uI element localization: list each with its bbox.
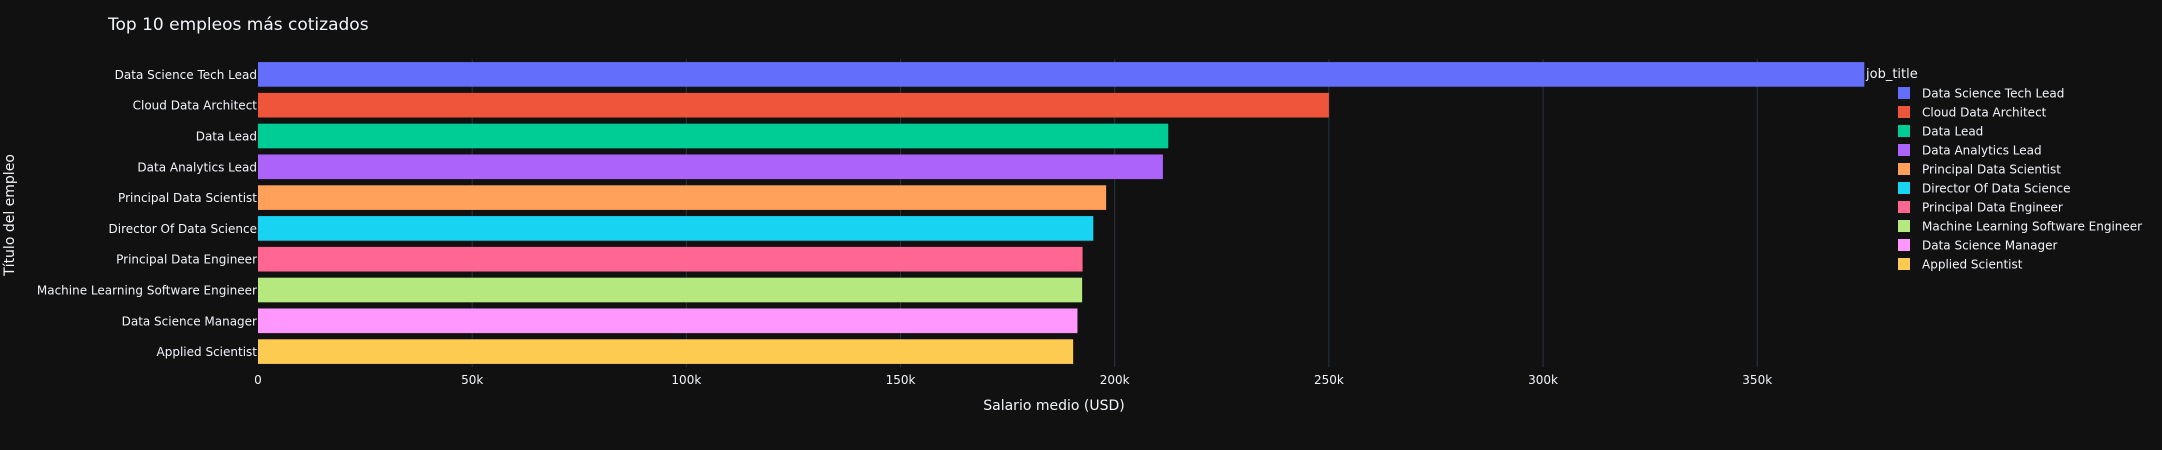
y-tick-label: Data Science Manager (122, 314, 257, 328)
x-tick-label: 100k (671, 373, 701, 387)
legend-label: Director Of Data Science (1922, 182, 2071, 196)
bar[interactable] (258, 185, 1107, 210)
x-tick-label: 200k (1100, 373, 1130, 387)
y-tick-label: Data Analytics Lead (137, 160, 257, 174)
legend-item[interactable]: Principal Data Scientist (1898, 163, 2061, 177)
legend-swatch (1898, 220, 1910, 232)
bar[interactable] (258, 277, 1083, 303)
legend-item[interactable]: Director Of Data Science (1898, 182, 2071, 196)
legend-swatch (1898, 106, 1910, 118)
legend-item[interactable]: Applied Scientist (1898, 258, 2023, 272)
legend-swatch (1898, 163, 1910, 175)
bar[interactable] (258, 246, 1083, 272)
legend-label: Principal Data Engineer (1922, 201, 2063, 215)
legend-label: Cloud Data Architect (1922, 106, 2047, 120)
legend: Data Science Tech Lead Cloud Data Archite… (1898, 87, 2142, 272)
bar[interactable] (258, 216, 1094, 241)
legend-label: Principal Data Scientist (1922, 163, 2061, 177)
y-tick-label: Data Science Tech Lead (115, 68, 257, 82)
legend-item[interactable]: Data Analytics Lead (1898, 144, 2042, 158)
legend-label: Data Science Manager (1922, 239, 2057, 253)
legend-label: Data Science Tech Lead (1922, 87, 2064, 101)
bar[interactable] (258, 123, 1169, 149)
legend-title: job_title (1865, 67, 1918, 82)
legend-item[interactable]: Cloud Data Architect (1898, 106, 2047, 120)
legend-item[interactable]: Machine Learning Software Engineer (1898, 220, 2142, 234)
legend-swatch (1898, 239, 1910, 251)
bar[interactable] (258, 92, 1329, 118)
legend-item[interactable]: Data Science Tech Lead (1898, 87, 2064, 101)
legend-swatch (1898, 87, 1910, 99)
y-tick-label: Data Lead (196, 130, 257, 144)
legend-swatch (1898, 144, 1910, 156)
legend-swatch (1898, 258, 1910, 270)
y-axis-title: Título del empleo (2, 154, 18, 277)
legend-swatch (1898, 125, 1910, 137)
x-tick-label: 250k (1314, 373, 1344, 387)
legend-item[interactable]: Principal Data Engineer (1898, 201, 2063, 215)
legend-label: Data Lead (1922, 125, 1983, 139)
x-tick-label: 150k (886, 373, 916, 387)
y-tick-label: Principal Data Scientist (118, 191, 257, 205)
legend-label: Applied Scientist (1922, 258, 2023, 272)
bars (258, 62, 1865, 364)
y-tick-label: Applied Scientist (157, 345, 258, 359)
bar[interactable] (258, 339, 1074, 364)
legend-label: Machine Learning Software Engineer (1922, 220, 2142, 234)
bar[interactable] (258, 62, 1865, 87)
x-tick-label: 350k (1742, 373, 1772, 387)
x-tick-label: 0 (254, 373, 262, 387)
chart-title: Top 10 empleos más cotizados (107, 15, 369, 35)
legend-label: Data Analytics Lead (1922, 144, 2042, 158)
legend-item[interactable]: Data Lead (1898, 125, 1983, 139)
x-axis-title: Salario medio (USD) (983, 398, 1124, 414)
y-tick-label: Principal Data Engineer (116, 253, 257, 267)
bar[interactable] (258, 154, 1163, 180)
legend-item[interactable]: Data Science Manager (1898, 239, 2057, 253)
y-tick-labels: Data Science Tech Lead Cloud Data Archite… (37, 68, 257, 359)
x-tick-labels: 0 50k 100k 150k 200k 250k 300k 350k (254, 373, 1772, 387)
x-tick-label: 300k (1528, 373, 1558, 387)
y-tick-label: Director Of Data Science (109, 222, 258, 236)
x-tick-label: 50k (461, 373, 483, 387)
y-tick-label: Machine Learning Software Engineer (37, 284, 257, 298)
legend-swatch (1898, 201, 1910, 213)
legend-swatch (1898, 182, 1910, 194)
bar[interactable] (258, 308, 1078, 334)
y-tick-label: Cloud Data Architect (133, 99, 258, 113)
